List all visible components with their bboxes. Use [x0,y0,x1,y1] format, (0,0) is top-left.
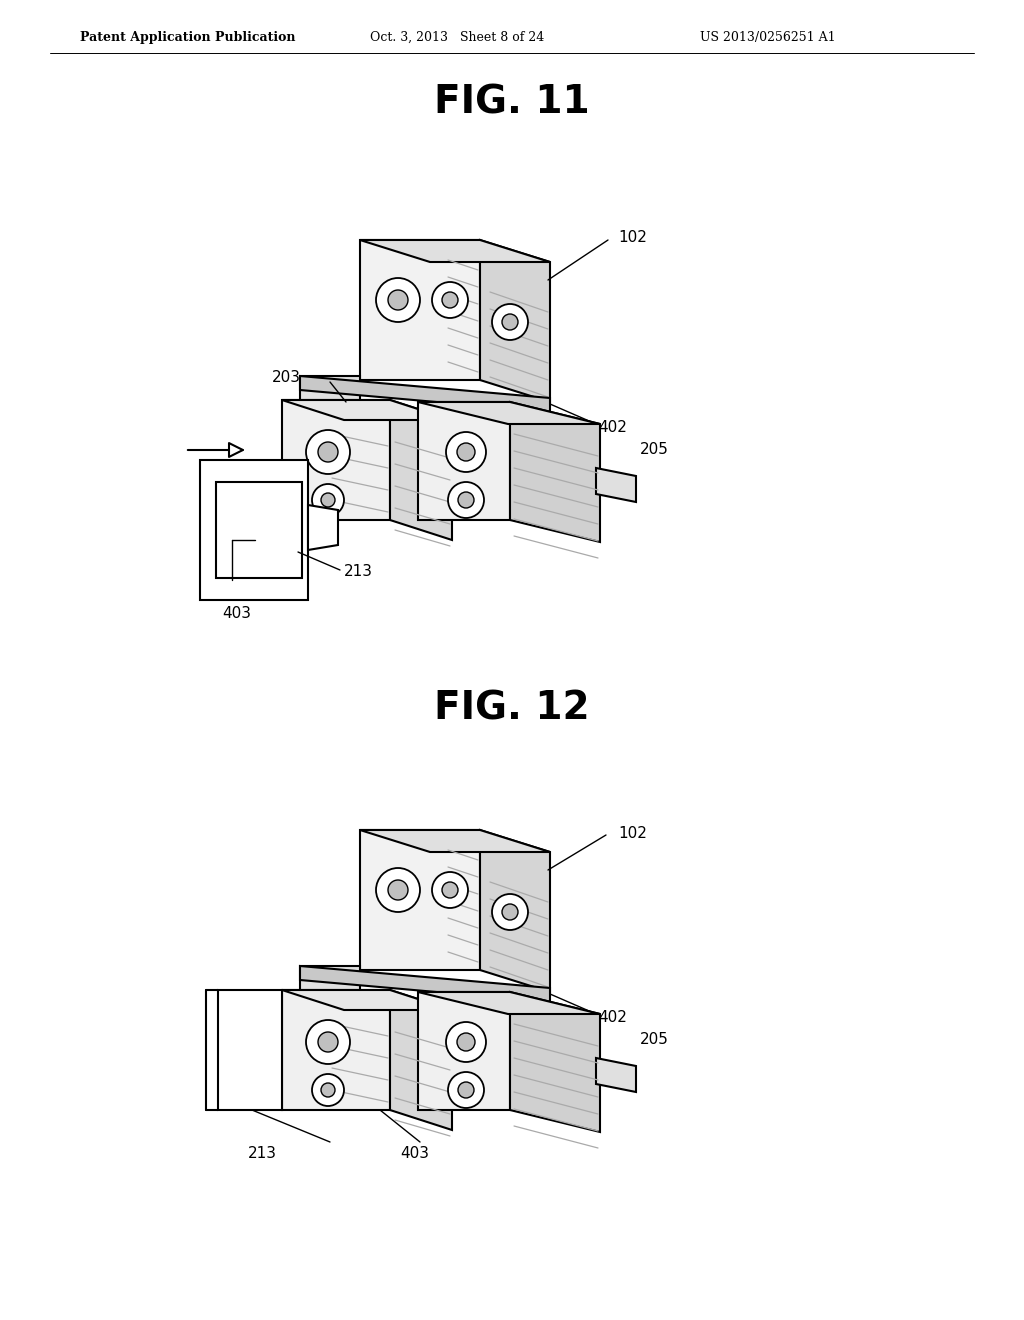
Circle shape [318,1032,338,1052]
Circle shape [502,314,518,330]
Circle shape [446,1022,486,1063]
Text: US 2013/0256251 A1: US 2013/0256251 A1 [700,30,836,44]
Polygon shape [418,403,600,424]
Circle shape [492,304,528,341]
Circle shape [432,873,468,908]
Polygon shape [418,403,510,520]
Circle shape [321,492,335,507]
Polygon shape [308,506,338,550]
Polygon shape [360,240,550,261]
Polygon shape [418,993,600,1014]
Polygon shape [300,376,550,412]
Circle shape [457,1034,475,1051]
Polygon shape [596,469,636,502]
Polygon shape [216,482,302,578]
Polygon shape [480,830,550,993]
Polygon shape [418,993,510,1110]
Circle shape [492,894,528,931]
Circle shape [388,880,408,900]
Polygon shape [282,400,452,420]
Circle shape [306,1020,350,1064]
Text: 102: 102 [618,825,647,841]
Circle shape [318,442,338,462]
Circle shape [458,492,474,508]
Polygon shape [390,990,452,1130]
Polygon shape [360,830,480,970]
Polygon shape [282,400,390,520]
Circle shape [458,1082,474,1098]
Text: FIG. 11: FIG. 11 [434,83,590,121]
Text: 213: 213 [248,1147,278,1162]
Circle shape [442,882,458,898]
Polygon shape [300,966,550,1002]
Circle shape [446,432,486,473]
Circle shape [312,484,344,516]
Text: 403: 403 [222,606,251,622]
Text: 205: 205 [640,1032,669,1048]
Circle shape [449,482,484,517]
Text: 203: 203 [272,371,301,385]
Polygon shape [360,240,480,380]
Circle shape [502,904,518,920]
Circle shape [442,292,458,308]
Circle shape [449,1072,484,1107]
Text: FIG. 12: FIG. 12 [434,689,590,727]
Text: 213: 213 [344,565,373,579]
Text: 403: 403 [400,1147,429,1162]
Circle shape [432,282,468,318]
Circle shape [306,430,350,474]
Circle shape [321,1082,335,1097]
Text: 205: 205 [640,442,669,458]
Text: Oct. 3, 2013   Sheet 8 of 24: Oct. 3, 2013 Sheet 8 of 24 [370,30,544,44]
Text: Patent Application Publication: Patent Application Publication [80,30,296,44]
Text: 402: 402 [598,420,627,434]
Polygon shape [360,830,550,851]
Polygon shape [282,990,390,1110]
Circle shape [457,444,475,461]
Polygon shape [596,1059,636,1092]
Text: 102: 102 [618,231,647,246]
Polygon shape [510,993,600,1133]
Polygon shape [300,966,360,1049]
Polygon shape [218,990,282,1110]
Circle shape [388,290,408,310]
Polygon shape [480,240,550,403]
Polygon shape [510,403,600,543]
Circle shape [376,279,420,322]
Circle shape [312,1074,344,1106]
Polygon shape [282,990,452,1010]
Polygon shape [300,376,360,459]
Polygon shape [390,400,452,540]
Circle shape [376,869,420,912]
Polygon shape [200,459,308,601]
Text: 402: 402 [598,1010,627,1024]
